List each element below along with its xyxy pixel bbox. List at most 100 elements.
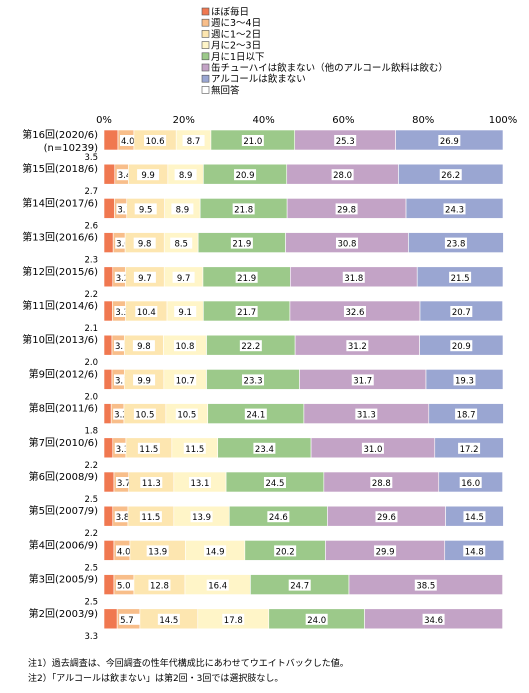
data-label: 8.5 bbox=[174, 240, 188, 250]
data-label-background bbox=[183, 442, 206, 454]
bar-row: 第5回(2007/9) 2.2 3.8 11.5 13.9 24.6 29.6 14.5 bbox=[29, 504, 504, 539]
data-label-background bbox=[242, 374, 265, 386]
bar-segment bbox=[103, 608, 118, 630]
data-label: 23.4 bbox=[255, 445, 274, 455]
data-label-background bbox=[115, 579, 134, 591]
data-label-background bbox=[355, 408, 378, 420]
bar-row: 第8回(2011/6) 1.8 3.2 10.5 10.5 24.1 31.3 18.7 bbox=[29, 402, 504, 437]
category-label: 第5回(2007/9) bbox=[29, 504, 98, 517]
category-label: 第16回(2020/6) bbox=[22, 128, 98, 141]
bar-segment bbox=[103, 232, 114, 253]
data-label-background bbox=[450, 340, 473, 352]
data-label: 13.9 bbox=[192, 513, 211, 523]
legend-swatch bbox=[201, 30, 210, 38]
data-label-background bbox=[115, 477, 130, 488]
data-label: 10.6 bbox=[146, 137, 165, 147]
data-label-background bbox=[331, 169, 354, 181]
data-label-background bbox=[115, 237, 130, 249]
bar-segment bbox=[103, 198, 115, 219]
data-label-background bbox=[116, 169, 131, 181]
data-label-background bbox=[113, 340, 128, 352]
data-label: 3.3 bbox=[115, 308, 129, 318]
data-label: 2.2 bbox=[84, 529, 98, 539]
data-label-background bbox=[335, 237, 358, 249]
data-label: 2.0 bbox=[84, 358, 98, 368]
category-label: 第11回(2014/6) bbox=[22, 299, 98, 312]
data-label: 19.3 bbox=[455, 376, 474, 386]
data-label: 9.7 bbox=[138, 274, 152, 284]
data-label: 3.4 bbox=[118, 171, 132, 181]
bar-segment bbox=[103, 540, 115, 561]
data-label-background bbox=[206, 579, 229, 591]
category-label: 第4回(2006/9) bbox=[29, 538, 98, 551]
data-label: 14.9 bbox=[206, 547, 225, 557]
data-label: 20.9 bbox=[452, 342, 471, 352]
legend-label: 缶チューハイは飲まない（他のアルコール飲料は飲む） bbox=[211, 62, 448, 74]
data-label: 9.9 bbox=[137, 376, 151, 386]
data-label-background bbox=[175, 408, 198, 420]
data-label-background bbox=[235, 271, 258, 283]
data-label-background bbox=[170, 237, 193, 249]
legend-swatch bbox=[201, 86, 210, 94]
footnote-1: 注1）過去調査は、今回調査の性年代構成比にあわせてウエイトバックした値。 bbox=[28, 659, 349, 669]
category-label: 第13回(2016/6) bbox=[22, 231, 98, 244]
legend-label: 無回答 bbox=[211, 84, 240, 96]
category-label: 第6回(2008/9) bbox=[29, 470, 98, 483]
category-label: 第3回(2005/9) bbox=[29, 573, 98, 586]
data-label-background bbox=[148, 579, 171, 591]
data-label: 3.8 bbox=[116, 513, 130, 523]
data-label-background bbox=[444, 237, 467, 249]
category-label: 第2回(2003/9) bbox=[29, 607, 98, 620]
data-label-background bbox=[453, 374, 476, 386]
bar-segment bbox=[103, 163, 116, 185]
data-label: 11.5 bbox=[139, 445, 158, 455]
data-label: 3.1 bbox=[115, 376, 129, 386]
legend-swatch bbox=[201, 52, 210, 61]
data-label-background bbox=[342, 271, 365, 283]
data-label: 13.9 bbox=[148, 547, 167, 557]
category-label: 第10回(2013/6) bbox=[22, 333, 98, 346]
data-label: 22.2 bbox=[241, 342, 260, 352]
data-label: 10.5 bbox=[135, 411, 154, 421]
data-label-background bbox=[346, 340, 369, 352]
data-label: 3.3 bbox=[116, 445, 130, 455]
data-label-background bbox=[274, 545, 297, 557]
data-label: 11.3 bbox=[142, 479, 161, 489]
data-label: 9.8 bbox=[137, 342, 151, 352]
data-label-background bbox=[230, 237, 253, 249]
data-label: 11.5 bbox=[185, 445, 204, 455]
data-label: 10.5 bbox=[177, 411, 196, 421]
data-label: 21.9 bbox=[237, 274, 256, 284]
bar-row: 第12回(2015/6) 2.2 3.2 9.7 9.7 21.9 31.8 21.5 bbox=[22, 265, 504, 300]
data-label: 24.0 bbox=[307, 616, 326, 626]
data-label-background bbox=[267, 511, 290, 523]
x-tick-label: 20% bbox=[173, 115, 195, 126]
data-label-background bbox=[190, 511, 213, 523]
bar-segment bbox=[103, 505, 114, 527]
data-label: 31.0 bbox=[363, 445, 382, 455]
data-label: 24.1 bbox=[246, 411, 265, 421]
data-label-background bbox=[241, 135, 264, 146]
data-label-background bbox=[172, 271, 195, 283]
data-label: 34.6 bbox=[424, 616, 443, 626]
data-label-background bbox=[288, 579, 311, 591]
data-label: 2.7 bbox=[84, 187, 98, 197]
bar-segment bbox=[103, 471, 115, 493]
data-label-background bbox=[146, 545, 169, 557]
bar-row: 第16回(2020/6) (n=10239)3.5 4.0 10.6 8.7 21.0 25… bbox=[22, 128, 504, 163]
category-label: 第8回(2011/6) bbox=[29, 402, 98, 415]
data-label-background bbox=[422, 613, 445, 625]
data-label: 20.7 bbox=[452, 308, 471, 318]
data-label-background bbox=[463, 545, 486, 557]
data-label-background bbox=[334, 135, 357, 146]
data-label: 3.0 bbox=[116, 240, 130, 250]
data-label: 3.2 bbox=[114, 411, 128, 421]
data-label: 14.5 bbox=[465, 513, 484, 523]
data-label-background bbox=[174, 169, 197, 181]
data-label: 24.5 bbox=[266, 479, 285, 489]
data-label-background bbox=[137, 442, 160, 454]
data-label: 2.3 bbox=[84, 256, 98, 266]
data-label: 5.7 bbox=[120, 616, 134, 626]
data-label: 10.7 bbox=[176, 376, 195, 386]
data-label: 3.1 bbox=[117, 205, 131, 215]
